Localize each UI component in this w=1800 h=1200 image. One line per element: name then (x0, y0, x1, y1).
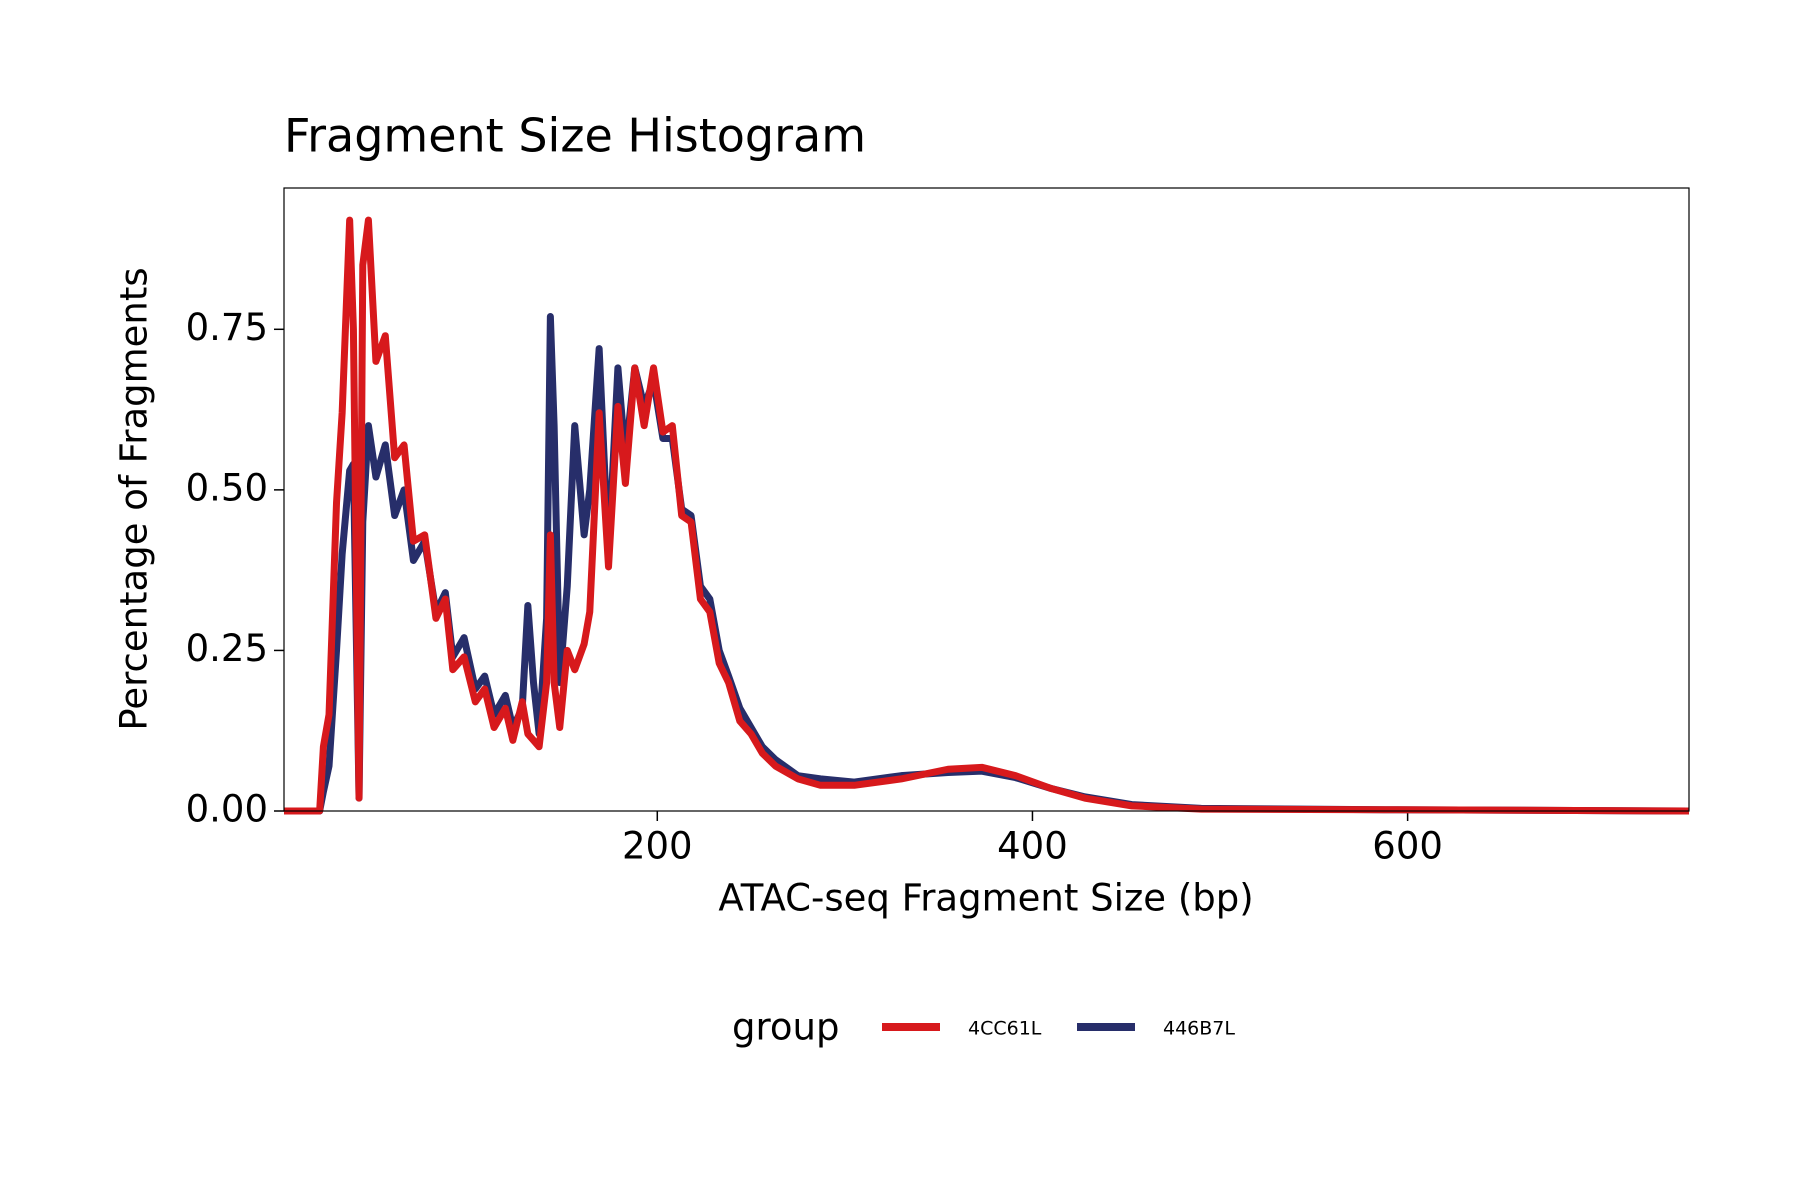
series-line (284, 216, 1690, 815)
legend-label: 446B7L (1163, 1018, 1235, 1040)
x-tick-label: 200 (622, 825, 693, 868)
x-tick-label: 600 (1372, 825, 1443, 868)
legend-label: 4CC61L (968, 1018, 1042, 1040)
y-axis-label: Percentage of Fragments (113, 267, 156, 730)
y-tick-label: 0.00 (186, 788, 268, 831)
y-tick-label: 0.50 (186, 466, 268, 509)
y-tick-label: 0.25 (186, 627, 268, 670)
y-tick-label: 0.75 (186, 306, 268, 349)
x-axis-label: ATAC-seq Fragment Size (bp) (718, 877, 1253, 920)
legend-title: group (732, 1006, 839, 1049)
plot-frame (283, 187, 1690, 812)
series-line (284, 312, 1690, 815)
chart-title: Fragment Size Histogram (284, 109, 866, 163)
x-tick-label: 400 (997, 825, 1068, 868)
